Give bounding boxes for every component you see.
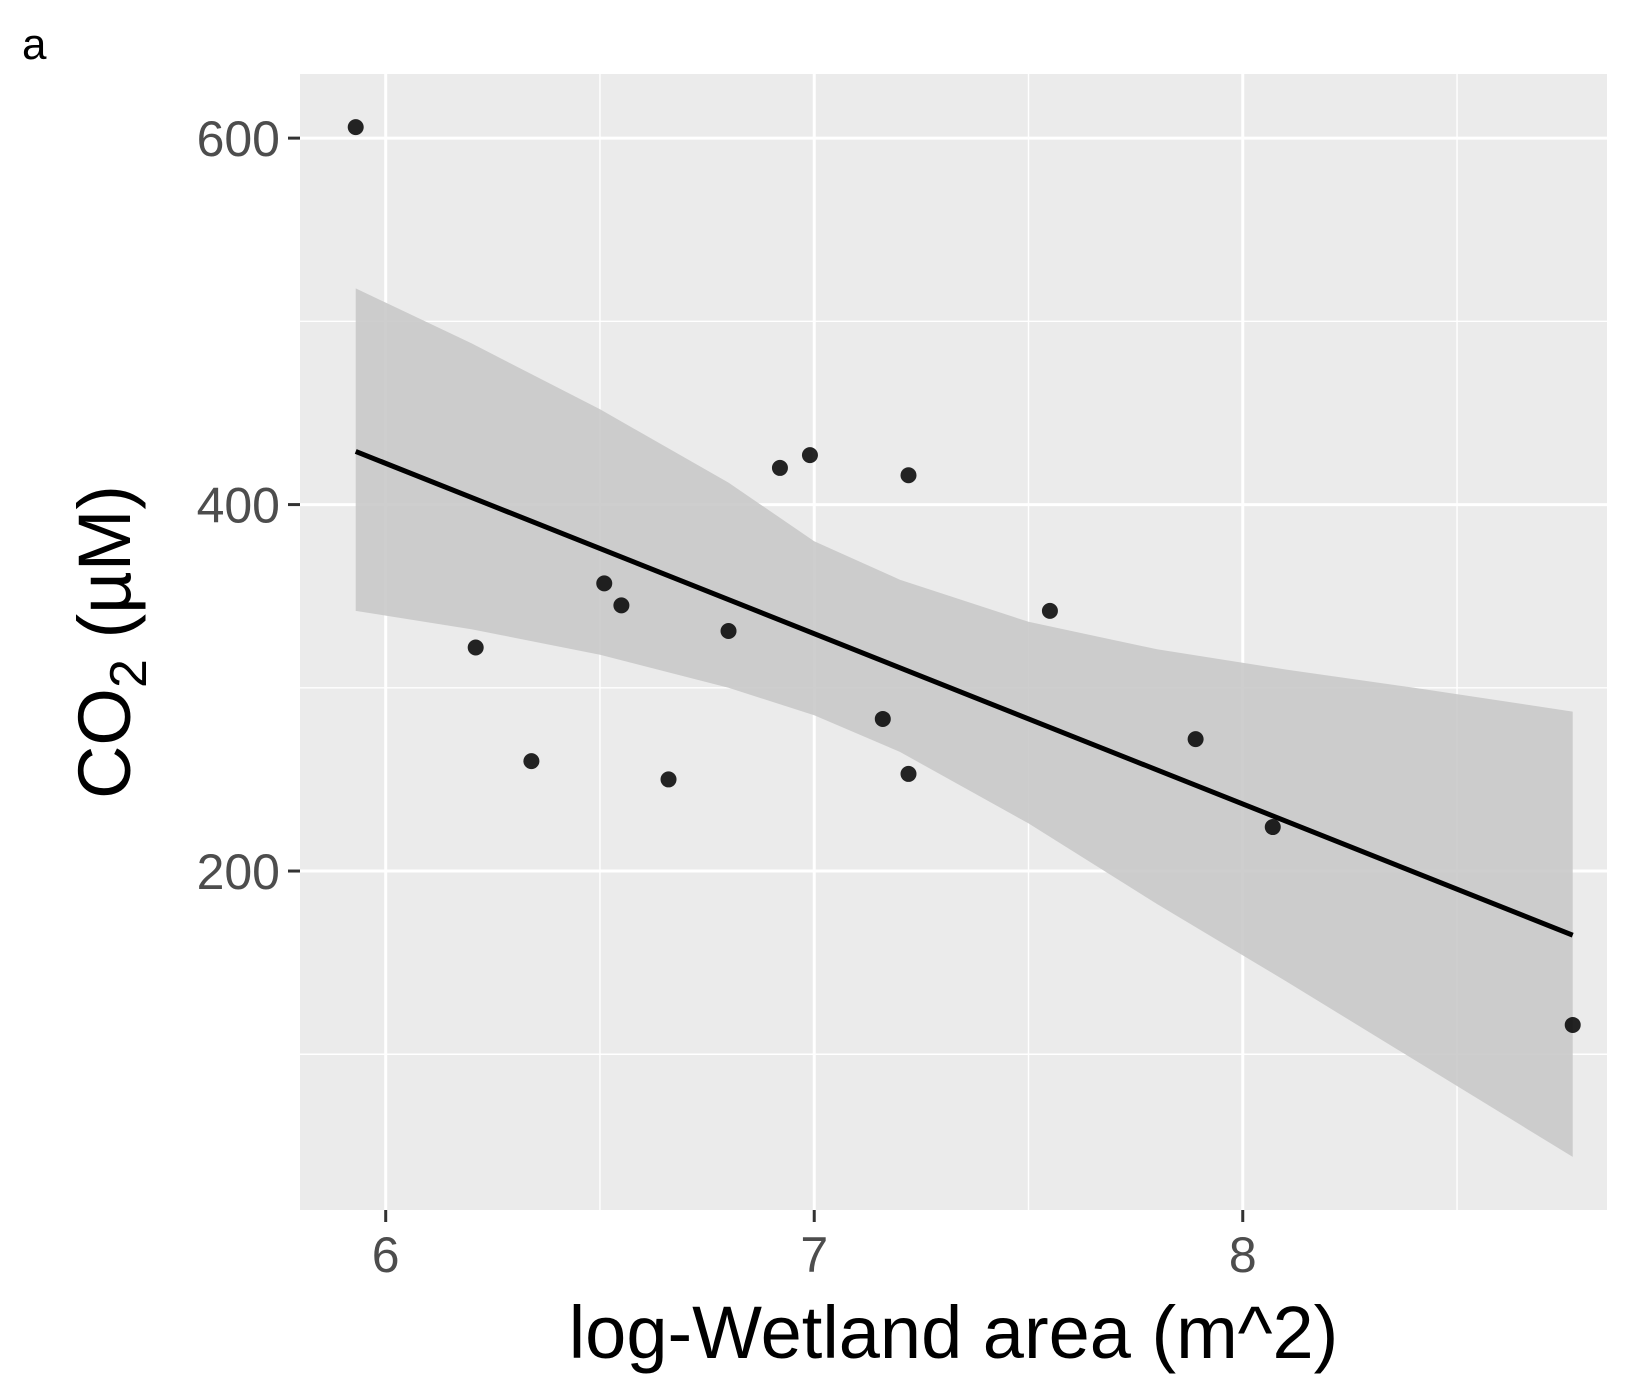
- data-point: [801, 447, 818, 464]
- data-point: [1041, 602, 1058, 619]
- y-axis-title-subscript: 2: [100, 659, 158, 688]
- regression-line: [354, 449, 1574, 938]
- data-point: [467, 639, 484, 656]
- data-points: [347, 119, 1581, 1033]
- data-point: [720, 623, 737, 640]
- x-tick-label: 8: [1229, 1227, 1257, 1283]
- data-point: [1264, 819, 1281, 836]
- confidence-band: [355, 288, 1573, 1157]
- data-point: [613, 597, 630, 614]
- data-point: [874, 710, 891, 727]
- data-point: [771, 459, 788, 476]
- data-point: [1187, 731, 1204, 748]
- y-axis-ticks: 200 400 600: [197, 111, 300, 900]
- x-tick-label: 7: [800, 1227, 828, 1283]
- x-tick-label: 6: [372, 1227, 400, 1283]
- data-point: [900, 765, 917, 782]
- data-point: [1564, 1016, 1581, 1033]
- data-point: [900, 467, 917, 484]
- x-axis-ticks: 6 7 8: [372, 1210, 1257, 1283]
- y-axis-title-main: CO: [63, 688, 146, 799]
- data-point: [596, 575, 613, 592]
- data-point: [347, 119, 364, 136]
- data-point: [660, 771, 677, 788]
- x-axis-title: log-Wetland area (m^2): [569, 1291, 1339, 1374]
- y-tick-label: 200: [197, 844, 280, 900]
- y-axis-title-unit: (µM): [63, 485, 146, 659]
- y-tick-label: 600: [197, 111, 280, 167]
- data-point: [523, 753, 540, 770]
- y-axis-title: CO2 (µM): [63, 485, 158, 799]
- y-tick-label: 400: [197, 478, 280, 534]
- panel-label: a: [22, 20, 47, 69]
